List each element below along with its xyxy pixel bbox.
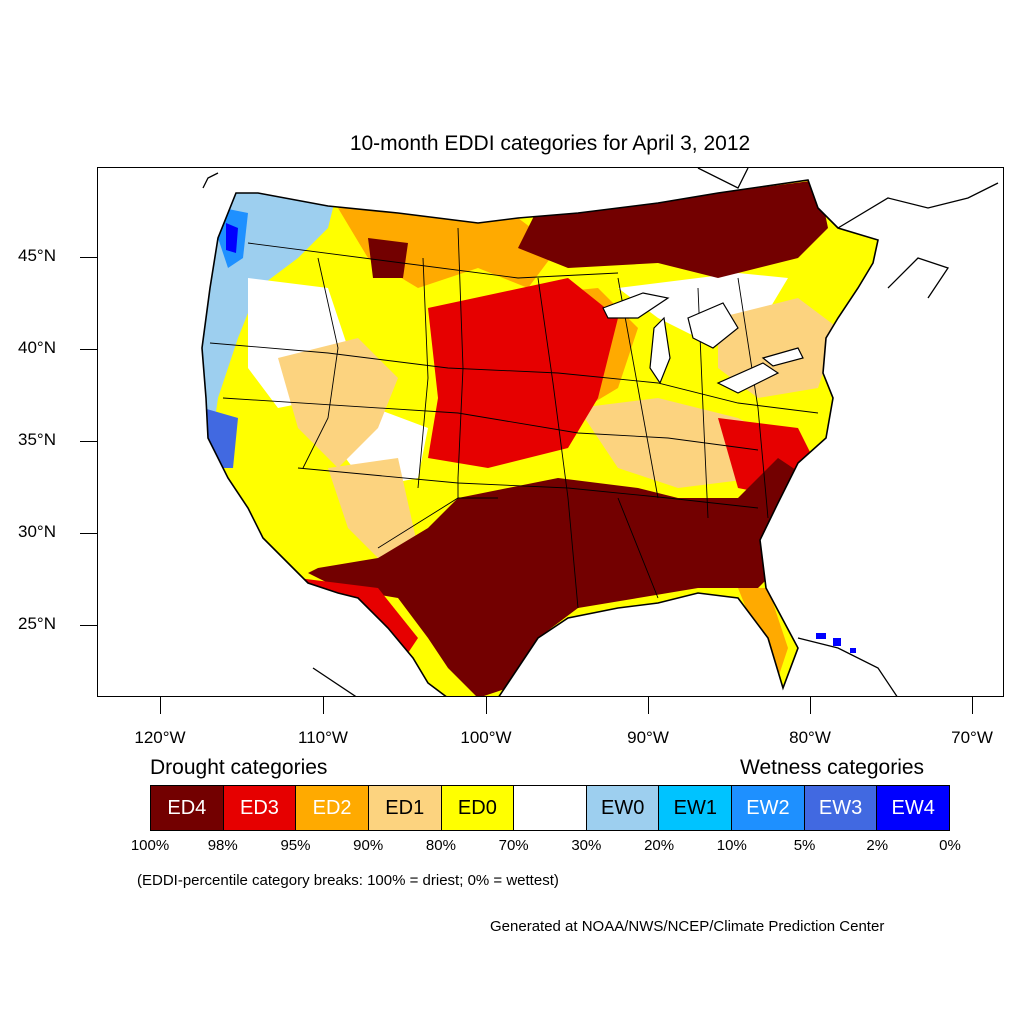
region-ew4-west	[226, 223, 238, 253]
lat-tick	[80, 625, 97, 626]
legend-break-label: 5%	[793, 837, 816, 854]
lon-tick	[323, 697, 324, 714]
great-lakes	[602, 292, 804, 394]
coastlines	[202, 168, 999, 696]
lon-label-110: 110°W	[298, 728, 348, 747]
lon-tick	[486, 697, 487, 714]
credit-text: Generated at NOAA/NWS/NCEP/Climate Predi…	[490, 918, 885, 935]
wetness-heading: Wetness categories	[740, 756, 925, 779]
legend-break-label: 0%	[939, 837, 961, 854]
lon-label-80: 80°W	[789, 728, 831, 747]
lat-tick	[80, 349, 97, 350]
lat-tick	[80, 257, 97, 258]
bahamas-wet	[816, 633, 856, 653]
lon-label-90: 90°W	[627, 728, 669, 747]
lon-label-120: 120°W	[134, 728, 186, 747]
legend-break-label: 80%	[425, 837, 456, 854]
lat-tick	[80, 441, 97, 442]
drought-heading: Drought categories	[150, 756, 328, 779]
lat-label-35: 35°N	[18, 430, 56, 449]
region-ed3-plains	[428, 278, 618, 468]
region-ed4-montana	[368, 238, 408, 278]
legend-box-ed0: ED0	[441, 786, 515, 830]
lon-label-70: 70°W	[951, 728, 993, 747]
lon-tick	[810, 697, 811, 714]
legend-box-ew4: EW4	[877, 786, 950, 830]
region-ed4-south	[308, 458, 808, 696]
lon-label-100: 100°W	[460, 728, 512, 747]
map-title: 10-month EDDI categories for April 3, 20…	[349, 132, 751, 155]
lat-label-45: 45°N	[18, 246, 56, 265]
legend-box-ew3: EW3	[804, 786, 878, 830]
lat-label-25: 25°N	[18, 614, 56, 633]
legend-box-ed3: ED3	[223, 786, 297, 830]
region-ed1-sw	[328, 458, 418, 568]
legend-break-label: 90%	[353, 837, 384, 854]
legend-box-ew0: EW0	[586, 786, 660, 830]
lon-tick	[160, 697, 161, 714]
lat-label-40: 40°N	[18, 338, 56, 357]
category-note: (EDDI-percentile category breaks: 100% =…	[137, 872, 559, 889]
lat-label-30: 30°N	[18, 522, 56, 541]
legend-break-label: 30%	[571, 837, 602, 854]
legend-box-ew1: EW1	[659, 786, 733, 830]
lat-tick	[80, 533, 97, 534]
legend-break-label: 95%	[280, 837, 311, 854]
legend-break-label: 100%	[130, 837, 170, 854]
eddi-map	[97, 167, 1004, 697]
legend-box-ed2: ED2	[296, 786, 369, 830]
map-canvas	[98, 168, 1003, 696]
legend-break-label: 10%	[716, 837, 747, 854]
legend-break-label: 20%	[644, 837, 675, 854]
legend-box-ew2: EW2	[732, 786, 805, 830]
legend-box-normal	[514, 786, 587, 830]
legend-box-ed4: ED4	[151, 786, 224, 830]
legend-break-label: 70%	[498, 837, 529, 854]
legend-break-label: 2%	[866, 837, 889, 854]
legend-box-ed1: ED1	[368, 786, 442, 830]
legend-color-bar: ED4 ED3 ED2 ED1 ED0 EW0 EW1 EW2 EW3 EW4	[150, 785, 950, 831]
lon-tick	[648, 697, 649, 714]
lon-tick	[972, 697, 973, 714]
legend-break-label: 98%	[207, 837, 238, 854]
region-ed1-west	[278, 338, 398, 468]
